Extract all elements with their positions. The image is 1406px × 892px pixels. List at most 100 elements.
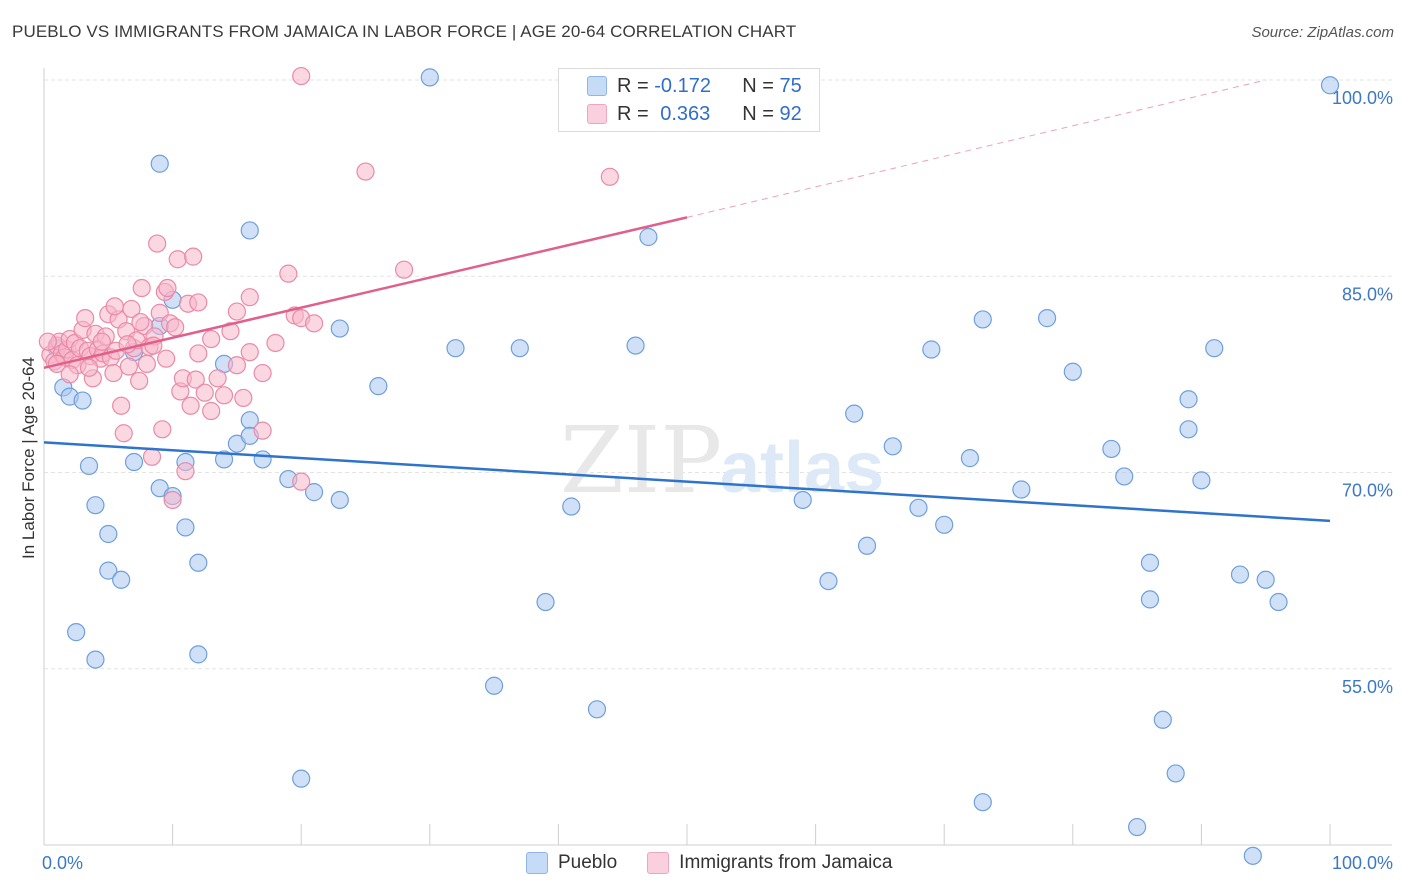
legend-item-jamaica[interactable]: Immigrants from Jamaica [647, 852, 892, 874]
jamaica-point [195, 383, 214, 402]
pueblo-point [639, 227, 658, 247]
jamaica-point [214, 386, 234, 405]
jamaica-point [227, 356, 246, 375]
pueblo-point [1192, 471, 1211, 490]
jamaica-point [137, 354, 156, 374]
pueblo-point [86, 650, 105, 669]
pueblo-point [857, 536, 877, 555]
jamaica-point [76, 309, 95, 328]
pueblo-point [330, 490, 349, 510]
r-value: -0.172 [654, 74, 711, 97]
pueblo-point [330, 319, 349, 338]
jamaica-point [168, 250, 187, 269]
x-tick-label: 0.0% [42, 853, 83, 873]
pueblo-point [1230, 565, 1250, 584]
pueblo-point [176, 518, 195, 537]
pueblo-point [819, 571, 838, 591]
pueblo-point [1140, 590, 1160, 609]
pueblo-point [510, 339, 529, 358]
legend-label-pueblo: Pueblo [558, 852, 618, 873]
jamaica-point [148, 234, 167, 253]
n-label: N = [742, 102, 774, 125]
pueblo-point [446, 339, 465, 358]
jamaica-point [166, 318, 185, 337]
legend-label-jamaica: Immigrants from Jamaica [679, 852, 893, 873]
jamaica-point [184, 247, 203, 266]
pueblo-point [1140, 553, 1160, 572]
jamaica-trend-line [43, 216, 688, 370]
jamaica-point [304, 314, 324, 333]
legend-item-pueblo[interactable]: Pueblo [526, 852, 617, 874]
jamaica-point [189, 344, 208, 363]
pueblo-point [240, 221, 259, 240]
jamaica-point [208, 369, 227, 388]
jamaica-point [79, 358, 99, 377]
pueblo-point [960, 449, 980, 468]
pueblo-point [1166, 764, 1185, 783]
pueblo-point [253, 450, 272, 469]
jamaica-point [163, 490, 182, 510]
pueblo-point [1179, 390, 1198, 409]
jamaica-point [181, 396, 200, 415]
pueblo-point [420, 68, 439, 87]
pueblo-point [845, 404, 864, 423]
pueblo-point [1102, 439, 1121, 459]
jamaica-point [394, 260, 414, 279]
pueblo-point [1205, 339, 1224, 358]
pueblo-swatch [587, 76, 607, 96]
stats-row-jamaica: R = 0.363 N = 92 [559, 101, 802, 127]
pueblo-point [99, 524, 118, 544]
jamaica-point [279, 264, 298, 283]
jamaica-point [119, 357, 138, 376]
pueblo-point [124, 452, 144, 472]
watermark: ZIP atlas [560, 407, 884, 514]
jamaica-point [221, 322, 240, 341]
pueblo-point [922, 340, 941, 359]
pueblo-point [587, 700, 607, 719]
jamaica-legend-swatch [647, 852, 670, 874]
data-points [38, 66, 1340, 865]
r-label: R = [617, 74, 649, 97]
jamaica-point [38, 332, 57, 351]
pueblo-point [883, 437, 902, 456]
stats-row-pueblo: R = -0.172 N = 75 [559, 73, 802, 99]
chart-title: PUEBLO VS IMMIGRANTS FROM JAMAICA IN LAB… [12, 22, 797, 41]
jamaica-point [202, 329, 221, 349]
pueblo-point [562, 497, 581, 516]
pueblo-point [909, 498, 928, 517]
y-tick-label: 85.0% [1342, 284, 1393, 304]
pueblo-point [973, 793, 992, 812]
pueblo-point [369, 377, 388, 396]
pueblo-point [79, 456, 99, 476]
jamaica-point [240, 288, 259, 307]
jamaica-point [292, 66, 311, 86]
jamaica-point [105, 297, 124, 316]
pueblo-point [1153, 710, 1172, 729]
jamaica-point [142, 447, 162, 466]
trend-lines [43, 79, 1331, 523]
pueblo-point [150, 154, 169, 173]
jamaica-trend-line [686, 79, 1266, 218]
y-tick-label: 100.0% [1332, 88, 1393, 108]
pueblo-point [536, 592, 555, 612]
pueblo-point [973, 310, 992, 329]
jamaica-point [227, 302, 246, 321]
y-tick-label: 70.0% [1342, 481, 1393, 501]
pueblo-point [189, 553, 208, 572]
jamaica-point [132, 278, 151, 298]
series-legend: Pueblo Immigrants from Jamaica [526, 852, 922, 874]
jamaica-point [266, 333, 285, 353]
n-label: N = [742, 74, 774, 97]
pueblo-point [1127, 817, 1147, 837]
source-credit: Source: ZipAtlas.com [1251, 24, 1394, 41]
pueblo-point [112, 570, 131, 589]
r-value: 0.363 [660, 102, 711, 125]
pueblo-point [793, 490, 812, 510]
pueblo-point [1115, 467, 1134, 486]
watermark-zip: ZIP [560, 407, 722, 514]
x-tick-label: 100.0% [1332, 853, 1393, 873]
jamaica-point [189, 293, 208, 312]
jamaica-point [112, 396, 131, 415]
jamaica-point [176, 462, 195, 481]
